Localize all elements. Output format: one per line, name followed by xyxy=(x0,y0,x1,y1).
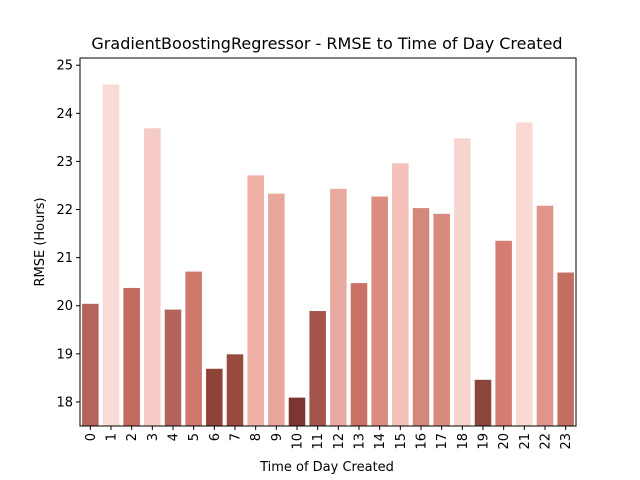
bar-hour-12 xyxy=(330,188,347,426)
x-tick-label: 15 xyxy=(394,433,409,450)
y-tick-label: 18 xyxy=(56,395,73,410)
y-axis-label: RMSE (Hours) xyxy=(33,197,48,286)
bar-hour-6 xyxy=(206,368,223,426)
bar-hour-19 xyxy=(474,379,492,426)
bar-hour-8 xyxy=(247,175,264,426)
bar-hour-15 xyxy=(392,163,409,427)
bar-hour-14 xyxy=(371,196,388,426)
bar-hour-23 xyxy=(557,272,574,426)
bar-hour-3 xyxy=(144,128,161,427)
x-tick-label: 22 xyxy=(539,433,554,450)
y-tick-label: 21 xyxy=(56,251,73,266)
bar-hour-17 xyxy=(433,213,450,426)
bar-hour-11 xyxy=(309,311,326,426)
bar-hour-2 xyxy=(123,287,140,426)
y-tick-label: 19 xyxy=(56,347,73,362)
bars-group xyxy=(82,84,574,427)
x-tick-label: 13 xyxy=(353,433,368,450)
bar-hour-5 xyxy=(185,271,202,426)
x-tick-label: 16 xyxy=(415,433,430,450)
bar-hour-13 xyxy=(350,283,368,426)
x-tick-label: 0 xyxy=(84,433,99,441)
x-tick-label: 3 xyxy=(146,433,161,441)
x-tick-label: 1 xyxy=(105,433,120,441)
plot-area-frame xyxy=(79,57,577,427)
x-tick-label: 10 xyxy=(291,433,306,450)
bar-hour-4 xyxy=(164,309,182,426)
x-tick-label: 14 xyxy=(373,433,388,450)
bar-hour-9 xyxy=(268,193,285,426)
x-tick-label: 8 xyxy=(249,433,264,441)
bar-hour-21 xyxy=(516,122,533,426)
x-tick-label: 11 xyxy=(311,433,326,450)
bar-hour-22 xyxy=(536,205,554,426)
bar-hour-10 xyxy=(288,397,306,426)
x-tick-label: 9 xyxy=(270,433,285,441)
y-axis: 18 19 20 21 22 23 24 25 xyxy=(56,59,80,410)
x-tick-label: 12 xyxy=(332,433,347,450)
bar-hour-18 xyxy=(454,138,471,426)
x-tick-label: 17 xyxy=(435,433,450,450)
y-tick-label: 22 xyxy=(56,203,73,218)
y-tick-label: 23 xyxy=(56,155,73,170)
x-tick-label: 19 xyxy=(477,433,492,450)
x-tick-label: 23 xyxy=(559,433,574,450)
x-tick-label: 6 xyxy=(208,433,223,441)
x-tick-label: 20 xyxy=(497,433,512,450)
bar-hour-0 xyxy=(82,303,99,426)
x-tick-label: 21 xyxy=(518,433,533,450)
x-tick-label: 5 xyxy=(187,433,202,441)
bar-hour-16 xyxy=(412,208,430,426)
chart-title: GradientBoostingRegressor - RMSE to Time… xyxy=(91,34,562,53)
x-tick-label: 4 xyxy=(167,433,182,441)
x-axis-label: Time of Day Created xyxy=(259,460,394,475)
y-tick-label: 24 xyxy=(56,107,73,122)
x-tick-label: 2 xyxy=(125,433,140,441)
x-tick-label: 18 xyxy=(456,433,471,450)
x-tick-label: 7 xyxy=(229,433,244,441)
x-axis: 0 1 2 3 4 5 6 7 8 9 10 11 12 13 14 15 16 17 18 19 20 21 22 23 xyxy=(84,426,574,450)
bar-hour-1 xyxy=(102,84,120,426)
bar-hour-7 xyxy=(226,354,244,426)
bar-hour-20 xyxy=(495,240,512,426)
y-tick-label: 25 xyxy=(56,59,73,74)
y-tick-label: 20 xyxy=(56,299,73,314)
